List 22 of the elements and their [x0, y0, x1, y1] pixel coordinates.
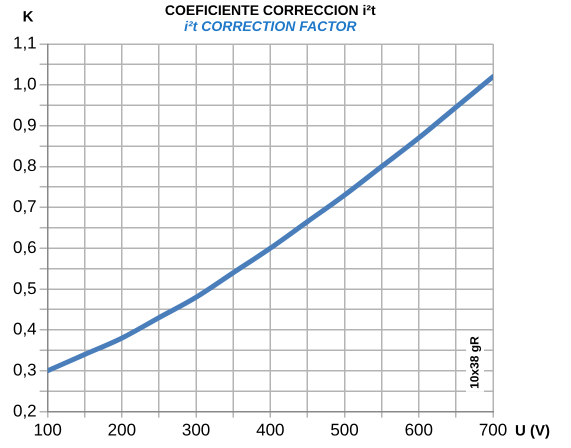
y-tick-label: 1,0 [12, 74, 37, 94]
y-tick-label: 0,4 [12, 320, 37, 339]
y-tick-label: 0,5 [12, 278, 37, 298]
x-tick-label: 600 [404, 420, 433, 440]
y-tick-label: 0,8 [12, 156, 37, 176]
annotation: 10x38 gR [467, 336, 482, 389]
y-tick-label: 0,7 [12, 197, 37, 216]
chart-title: COEFICIENTE CORRECCION i²t [164, 2, 376, 18]
x-tick-label: 300 [182, 420, 210, 440]
x-tick-label: 500 [330, 420, 359, 440]
x-tick-label: 200 [108, 420, 136, 440]
y-tick-label: 0,3 [12, 360, 37, 380]
x-tick-label: 700 [478, 420, 508, 440]
y-tick-label: 1,1 [12, 34, 37, 53]
x-tick-label: 100 [33, 420, 62, 440]
y-tick-label: 0,9 [12, 115, 37, 134]
y-tick-label: 0,6 [12, 238, 37, 257]
x-tick-label: 400 [256, 420, 285, 440]
x-axis-title: U (V) [515, 422, 550, 440]
y-tick-label: 0,2 [12, 401, 37, 420]
chart-subtitle: i²t CORRECTION FACTOR [184, 18, 358, 34]
y-axis-title: K [22, 8, 34, 26]
